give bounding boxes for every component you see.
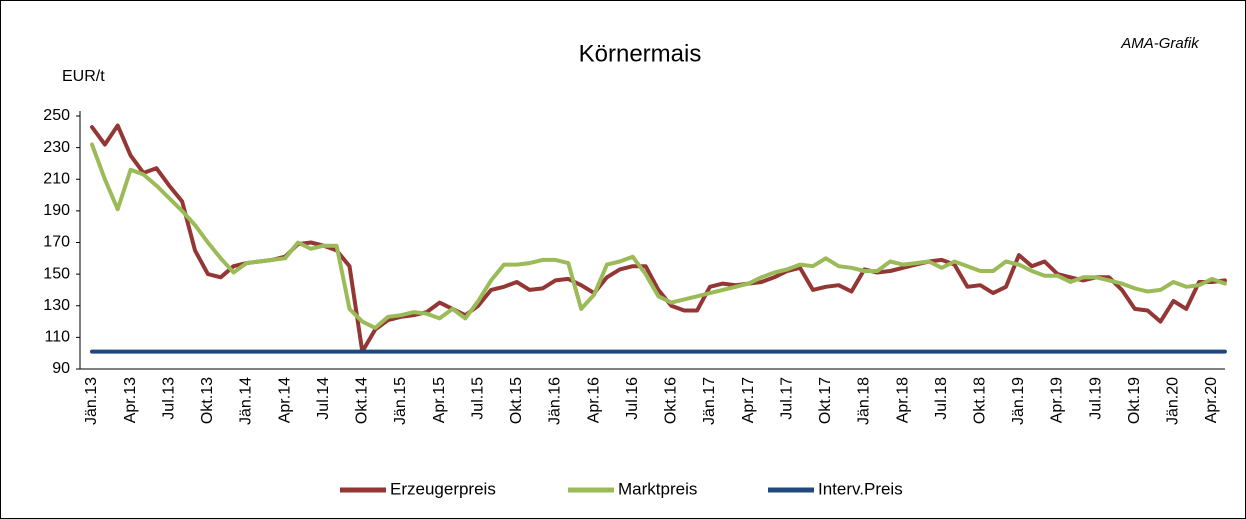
x-tick-label: Jän.13 bbox=[83, 377, 100, 425]
y-tick-label: 230 bbox=[43, 139, 70, 156]
y-tick-label: 190 bbox=[43, 202, 70, 219]
x-tick-label: Jul.18 bbox=[933, 377, 950, 420]
legend-label: Marktpreis bbox=[618, 479, 697, 498]
x-tick-label: Jul.16 bbox=[624, 377, 641, 420]
x-tick-label: Jän.20 bbox=[1165, 377, 1182, 425]
legend-label: Interv.Preis bbox=[818, 479, 903, 498]
y-axis-label: EUR/t bbox=[62, 68, 105, 85]
y-tick-label: 170 bbox=[43, 234, 70, 251]
x-tick-label: Okt.18 bbox=[971, 377, 988, 424]
x-tick-label: Apr.15 bbox=[431, 377, 448, 423]
y-tick-label: 210 bbox=[43, 170, 70, 187]
x-tick-label: Jän.14 bbox=[238, 377, 255, 425]
x-tick-label: Apr.14 bbox=[276, 377, 293, 423]
x-tick-label: Okt.14 bbox=[354, 377, 371, 424]
x-tick-label: Jän.16 bbox=[547, 377, 564, 425]
x-tick-label: Jän.17 bbox=[701, 377, 718, 425]
x-tick-label: Apr.18 bbox=[894, 377, 911, 423]
annotation: AMA-Grafik bbox=[1120, 35, 1200, 52]
x-tick-label: Jän.18 bbox=[856, 377, 873, 425]
x-tick-label: Jul.19 bbox=[1087, 377, 1104, 420]
x-tick-label: Jul.13 bbox=[160, 377, 177, 420]
series-line bbox=[90, 142, 1227, 330]
y-tick-label: 250 bbox=[43, 107, 70, 124]
x-tick-label: Jul.14 bbox=[315, 377, 332, 420]
x-tick-label: Jul.15 bbox=[469, 377, 486, 420]
legend-label: Erzeugerpreis bbox=[390, 479, 496, 498]
x-tick-label: Apr.13 bbox=[122, 377, 139, 423]
x-tick-label: Okt.19 bbox=[1126, 377, 1143, 424]
chart-title: Körnermais bbox=[579, 40, 702, 67]
x-tick-label: Apr.17 bbox=[740, 377, 757, 423]
x-tick-label: Apr.16 bbox=[585, 377, 602, 423]
x-tick-label: Jul.17 bbox=[778, 377, 795, 420]
x-tick-label: Apr.20 bbox=[1203, 377, 1220, 423]
x-tick-label: Okt.13 bbox=[199, 377, 216, 424]
y-tick-label: 150 bbox=[43, 265, 70, 282]
y-tick-label: 90 bbox=[52, 360, 70, 377]
x-tick-label: Okt.16 bbox=[663, 377, 680, 424]
x-tick-label: Okt.17 bbox=[817, 377, 834, 424]
x-tick-label: Okt.15 bbox=[508, 377, 525, 424]
x-tick-label: Jän.15 bbox=[392, 377, 409, 425]
x-tick-label: Apr.19 bbox=[1049, 377, 1066, 423]
x-tick-label: Jän.19 bbox=[1010, 377, 1027, 425]
y-tick-label: 130 bbox=[43, 297, 70, 314]
y-tick-label: 110 bbox=[44, 329, 70, 346]
